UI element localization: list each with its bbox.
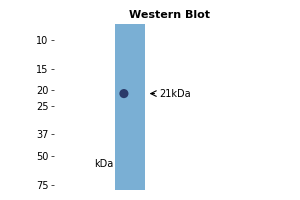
Text: kDa: kDa [94,159,113,169]
Bar [115,24,145,190]
Text: 21kDa: 21kDa [159,89,190,99]
Title: Western Blot: Western Blot [129,10,210,20]
Ellipse shape [119,89,128,98]
